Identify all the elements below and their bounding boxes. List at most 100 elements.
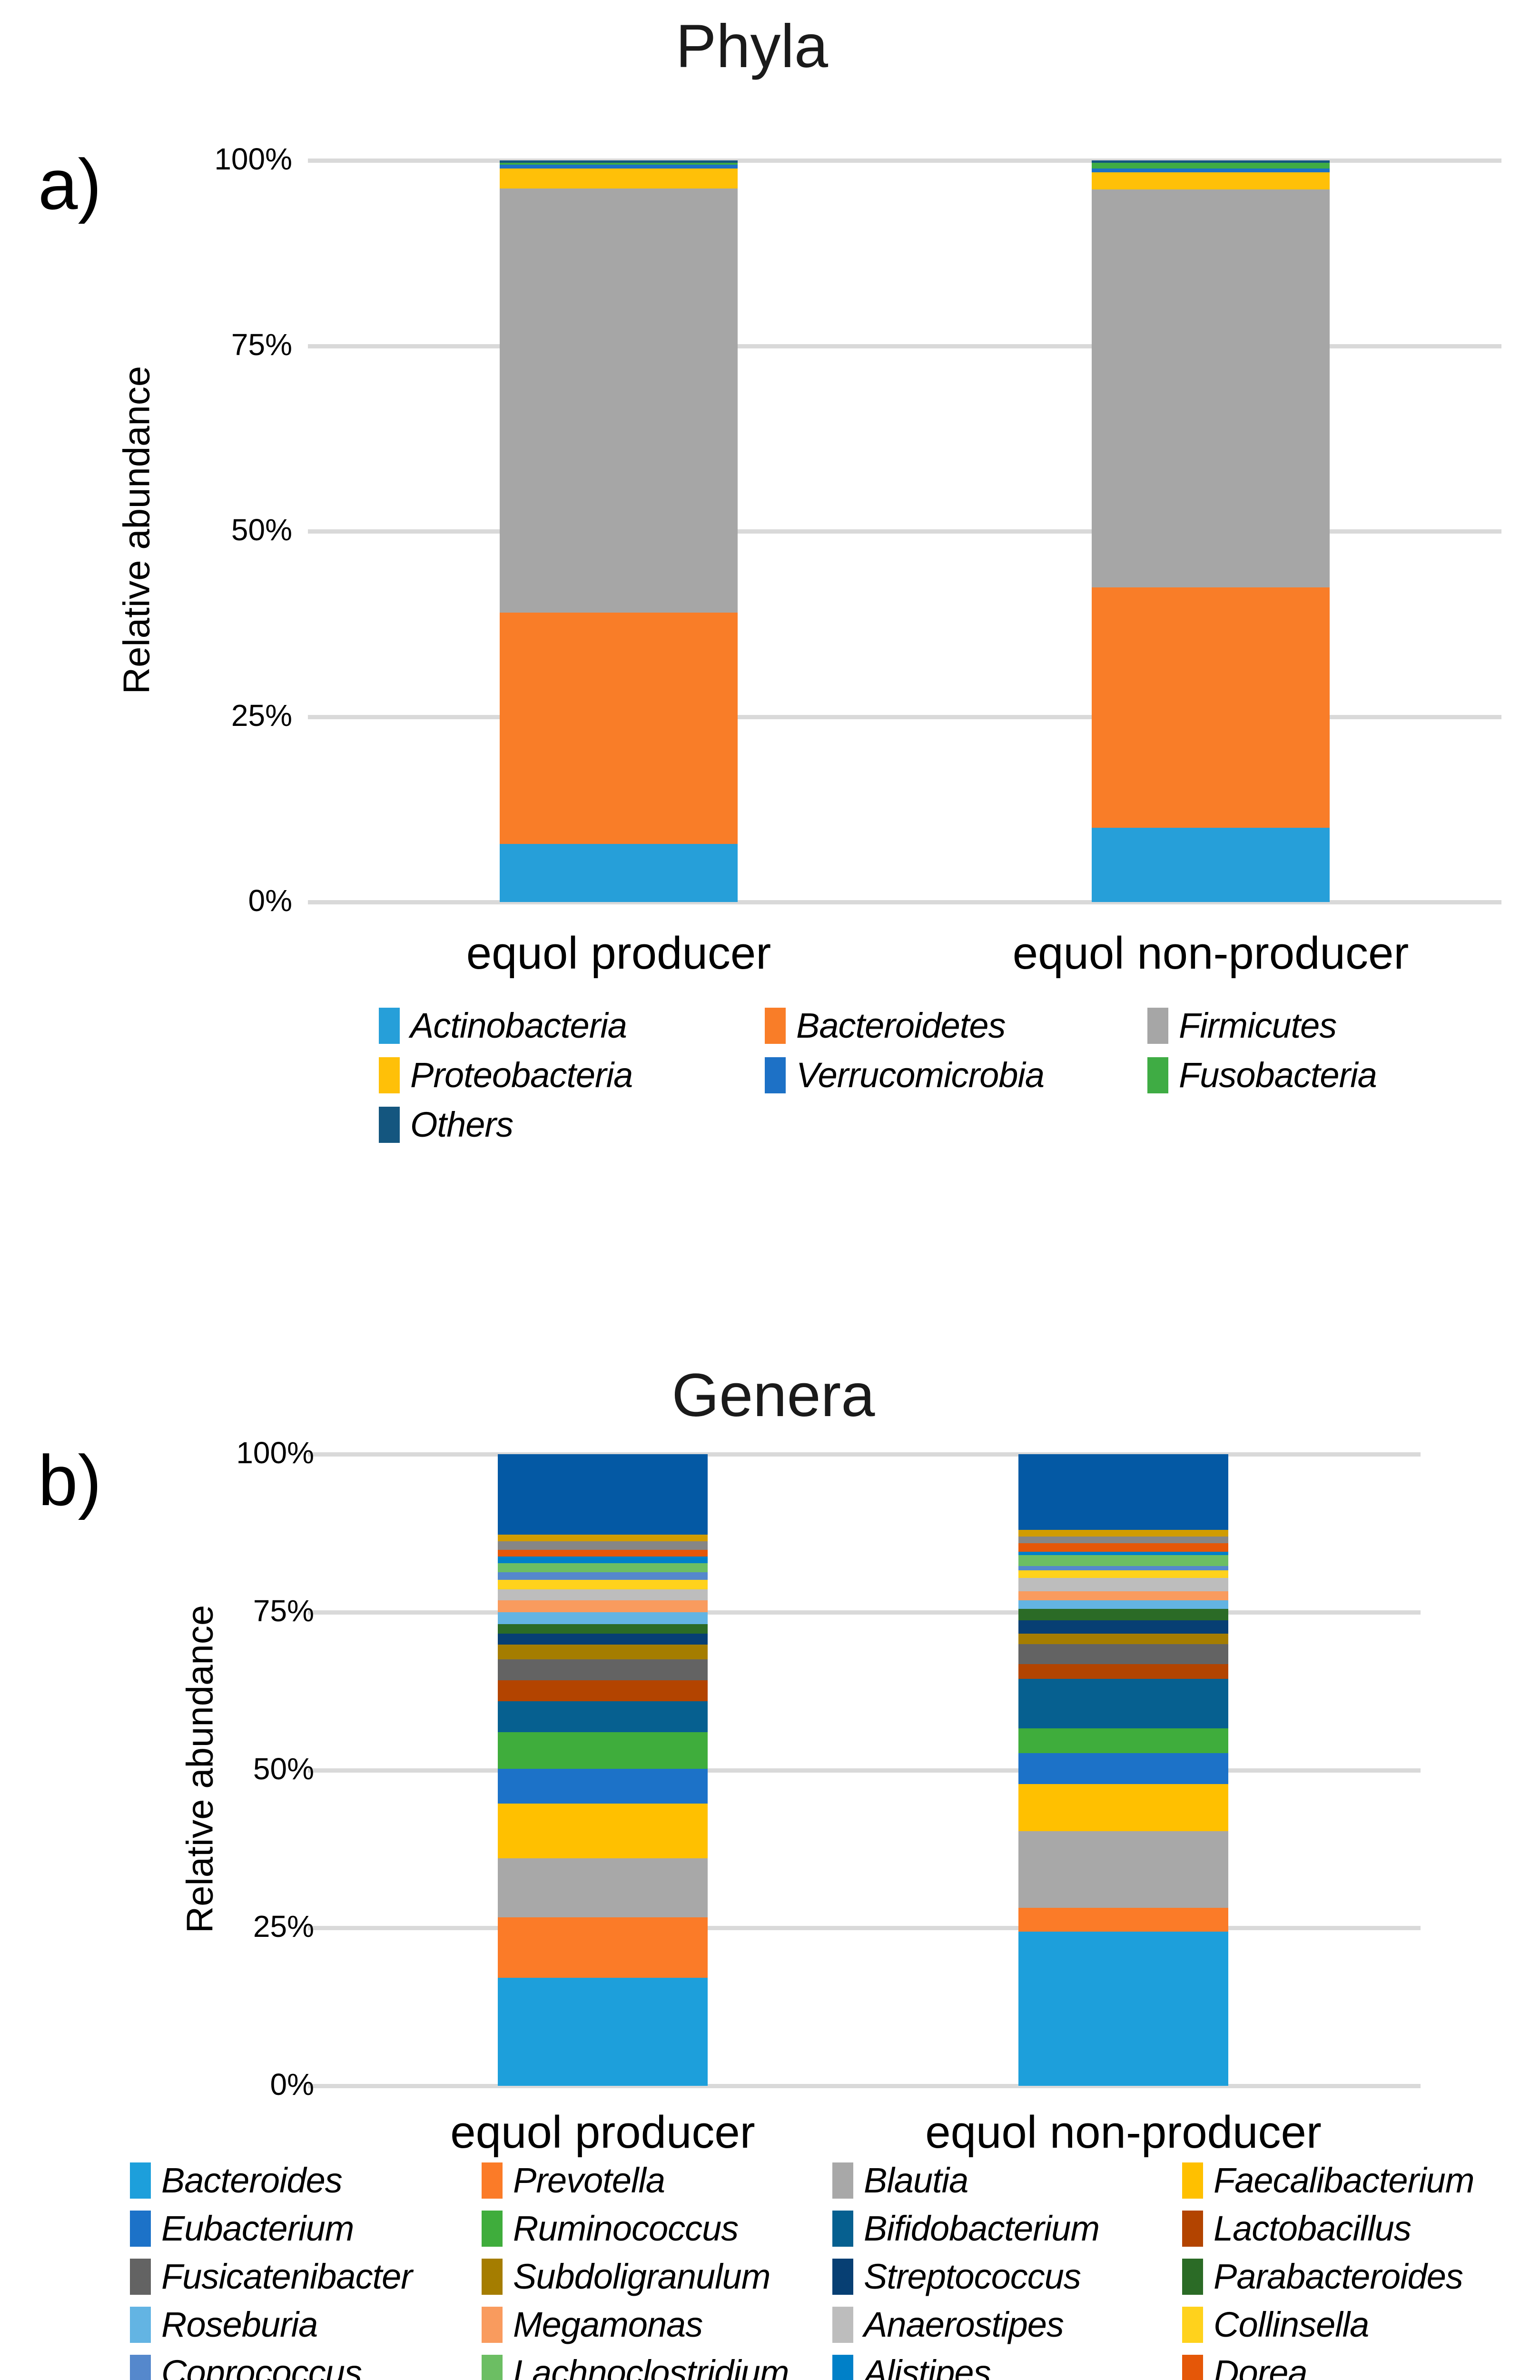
- genera-segment-Dorea: [498, 1550, 708, 1557]
- genera-legend-swatch-Anaerostipes: [832, 2306, 853, 2343]
- phyla-segment-Verrucomicrobia: [1092, 169, 1330, 172]
- genera-legend-item-Collinsella: Collinsella: [1182, 2304, 1369, 2345]
- genera-segment-Fusicatenibacter: [498, 1659, 708, 1681]
- phyla-legend-swatch-Fusobacteria: [1147, 1057, 1168, 1093]
- phyla-segment-Actinobacteria: [1092, 828, 1330, 902]
- phyla-legend-item-Bacteroidetes: Bacteroidetes: [765, 1005, 1006, 1046]
- genera-legend-label-Coprococcus: Coprococcus: [161, 2353, 362, 2380]
- phyla-segment-Proteobacteria: [1092, 172, 1330, 189]
- genera-segment-Eubacterium: [1018, 1753, 1228, 1784]
- panel-label-b: b): [38, 1440, 102, 1520]
- genera-segment-Parabacteroides: [1018, 1609, 1228, 1621]
- phyla-segment-Others: [1092, 160, 1330, 163]
- phyla-ytick-75%: 75%: [231, 327, 292, 362]
- genera-segment-unlabeled-21: [498, 1534, 708, 1542]
- panel-label-a: a): [38, 144, 102, 224]
- genera-legend-swatch-Subdoligranulum: [482, 2258, 503, 2295]
- phyla-legend-item-Others: Others: [379, 1104, 513, 1145]
- genera-legend-swatch-Faecalibacterium: [1182, 2162, 1203, 2199]
- phyla-legend-item-Verrucomicrobia: Verrucomicrobia: [765, 1055, 1045, 1095]
- genera-ytick-50%: 50%: [253, 1752, 314, 1786]
- phyla-segment-Actinobacteria: [500, 844, 738, 902]
- genera-legend-swatch-Ruminococcus: [482, 2210, 503, 2247]
- phyla-segment-Firmicutes: [1092, 189, 1330, 588]
- genera-segment-unlabeled-20: [1018, 1537, 1228, 1543]
- genera-legend-item-Eubacterium: Eubacterium: [130, 2208, 354, 2249]
- genera-legend-item-Lactobacillus: Lactobacillus: [1182, 2208, 1412, 2249]
- genera-legend-item-Lachnoclostridium: Lachnoclostridium: [482, 2352, 789, 2380]
- phyla-legend-swatch-Others: [379, 1106, 400, 1143]
- genera-legend-label-Blautia: Blautia: [864, 2161, 968, 2200]
- genera-legend-label-Subdoligranulum: Subdoligranulum: [513, 2257, 770, 2296]
- genera-segment-Blautia: [498, 1858, 708, 1918]
- genera-segment-Bacteroides: [1018, 1932, 1228, 2086]
- phyla-legend-item-Actinobacteria: Actinobacteria: [379, 1005, 627, 1046]
- genera-ytick-75%: 75%: [253, 1594, 314, 1628]
- genera-segment-Anaerostipes: [498, 1589, 708, 1600]
- genera-segment-Ruminococcus: [498, 1732, 708, 1769]
- genera-legend-item-Faecalibacterium: Faecalibacterium: [1182, 2160, 1474, 2201]
- genera-segment-unlabeled-21: [1018, 1529, 1228, 1537]
- genera-segment-Bifidobacterium: [1018, 1679, 1228, 1728]
- phyla-segment-Proteobacteria: [500, 169, 738, 189]
- genera-title: Genera: [671, 1361, 875, 1429]
- genera-bar-equol producer: [498, 1454, 708, 2086]
- genera-legend-label-Bifidobacterium: Bifidobacterium: [864, 2209, 1100, 2248]
- phyla-legend-swatch-Proteobacteria: [379, 1057, 400, 1093]
- genera-gridline-100%: [308, 1452, 1421, 1457]
- phyla-segment-Fusobacteria: [1092, 162, 1330, 169]
- genera-segment-Lachnoclostridium: [498, 1563, 708, 1572]
- genera-legend-swatch-Prevotella: [482, 2162, 503, 2199]
- genera-legend-label-Faecalibacterium: Faecalibacterium: [1214, 2161, 1474, 2200]
- genera-legend-label-Lachnoclostridium: Lachnoclostridium: [513, 2353, 789, 2380]
- genera-legend-item-Fusicatenibacter: Fusicatenibacter: [130, 2256, 413, 2297]
- genera-legend-item-Bifidobacterium: Bifidobacterium: [832, 2208, 1100, 2249]
- genera-segment-Alistipes: [1018, 1552, 1228, 1556]
- phyla-legend-swatch-Bacteroidetes: [765, 1007, 786, 1044]
- genera-legend-label-Roseburia: Roseburia: [161, 2305, 318, 2344]
- genera-legend-label-Streptococcus: Streptococcus: [864, 2257, 1081, 2296]
- genera-segment-Prevotella: [498, 1917, 708, 1978]
- genera-segment-Blautia: [1018, 1831, 1228, 1908]
- phyla-segment-Bacteroidetes: [500, 613, 738, 844]
- genera-segment-Lachnoclostridium: [1018, 1555, 1228, 1567]
- genera-legend-item-Blautia: Blautia: [832, 2160, 968, 2201]
- phyla-legend-item-Firmicutes: Firmicutes: [1147, 1005, 1337, 1046]
- genera-legend-swatch-Dorea: [1182, 2354, 1203, 2380]
- genera-legend-swatch-Roseburia: [130, 2306, 151, 2343]
- genera-segment-unlabeled-22: [1018, 1454, 1228, 1530]
- genera-legend-label-Eubacterium: Eubacterium: [161, 2209, 354, 2248]
- genera-legend-item-Alistipes: Alistipes: [832, 2352, 991, 2380]
- genera-legend-item-Ruminococcus: Ruminococcus: [482, 2208, 739, 2249]
- genera-legend-item-Parabacteroides: Parabacteroides: [1182, 2256, 1463, 2297]
- genera-segment-Faecalibacterium: [498, 1803, 708, 1859]
- phyla-segment-Fusobacteria: [500, 162, 738, 165]
- genera-legend-swatch-Alistipes: [832, 2354, 853, 2380]
- phyla-segment-Others: [500, 160, 738, 163]
- phyla-legend-label-Proteobacteria: Proteobacteria: [410, 1055, 633, 1095]
- genera-legend-label-Fusicatenibacter: Fusicatenibacter: [161, 2257, 413, 2296]
- genera-ytick-0%: 0%: [270, 2067, 315, 2102]
- phyla-legend-label-Others: Others: [410, 1105, 513, 1144]
- genera-legend-item-Streptococcus: Streptococcus: [832, 2256, 1081, 2297]
- genera-segment-Anaerostipes: [1018, 1578, 1228, 1592]
- genera-legend-item-Megamonas: Megamonas: [482, 2304, 703, 2345]
- genera-legend-item-Bacteroides: Bacteroides: [130, 2160, 343, 2201]
- phyla-ytick-50%: 50%: [231, 513, 292, 547]
- genera-segment-Lactobacillus: [498, 1680, 708, 1701]
- phyla-legend-item-Proteobacteria: Proteobacteria: [379, 1055, 633, 1095]
- phyla-ytick-0%: 0%: [248, 883, 293, 918]
- genera-segment-Roseburia: [1018, 1600, 1228, 1609]
- genera-gridline-0%: [308, 2084, 1421, 2088]
- genera-gridline-75%: [308, 1610, 1421, 1615]
- genera-segment-Subdoligranulum: [498, 1644, 708, 1660]
- phyla-legend-label-Firmicutes: Firmicutes: [1179, 1006, 1337, 1045]
- genera-legend-label-Anaerostipes: Anaerostipes: [864, 2305, 1064, 2344]
- genera-category-label-1: equol non-producer: [925, 2107, 1322, 2158]
- genera-legend-label-Megamonas: Megamonas: [513, 2305, 703, 2344]
- genera-legend-swatch-Streptococcus: [832, 2258, 853, 2295]
- phyla-segment-Verrucomicrobia: [500, 165, 738, 169]
- genera-bar-equol non-producer: [1018, 1454, 1228, 2086]
- phyla-legend-item-Fusobacteria: Fusobacteria: [1147, 1055, 1377, 1095]
